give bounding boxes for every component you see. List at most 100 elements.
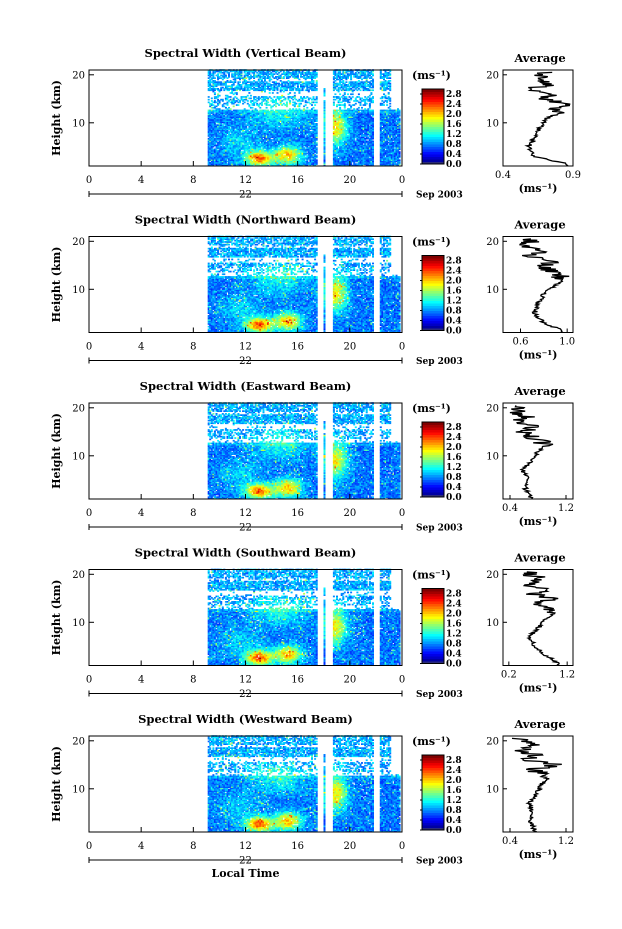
heatmap-cell	[213, 117, 216, 120]
heatmap-cell	[295, 74, 298, 77]
heatmap-cell	[245, 98, 248, 101]
heatmap-cell	[287, 127, 290, 129]
heatmap-cell	[224, 149, 227, 152]
heatmap-cell	[248, 125, 251, 128]
heatmap-cell	[289, 157, 292, 160]
heatmap-cell	[259, 71, 262, 74]
heatmap-cell	[224, 152, 227, 155]
heatmap-cell	[237, 155, 240, 157]
heatmap-cell	[259, 89, 262, 92]
heatmap-cell	[259, 77, 262, 79]
heatmap-cell	[243, 149, 246, 152]
heatmap-cell	[239, 132, 241, 135]
heatmap-cell	[284, 140, 287, 143]
heatmap-cell	[234, 116, 237, 118]
heatmap-cell	[264, 102, 266, 105]
heatmap-cell	[249, 153, 252, 156]
heatmap-cell	[287, 162, 290, 164]
heatmap-cell	[243, 155, 246, 157]
heatmap-cell	[223, 156, 226, 159]
heatmap-cell	[235, 124, 238, 126]
heatmap-cell	[207, 80, 210, 82]
heatmap-cell	[240, 123, 243, 125]
heatmap-cell	[223, 153, 226, 156]
heatmap-cell	[207, 133, 210, 136]
heatmap-cell	[278, 97, 281, 100]
heatmap-cell	[217, 160, 220, 163]
heatmap-cell	[239, 153, 241, 156]
heatmap-cell	[223, 70, 226, 73]
heatmap-cell	[284, 124, 287, 126]
heatmap-cell	[285, 114, 288, 117]
heatmap-cell	[248, 149, 251, 152]
heatmap-cell	[224, 151, 227, 153]
heatmap-cell	[292, 123, 295, 125]
heatmap-cell	[282, 155, 285, 157]
heatmap-cell	[268, 131, 271, 133]
heatmap-cell	[254, 74, 257, 77]
heatmap-cell	[239, 85, 241, 88]
heatmap-cell	[220, 86, 223, 89]
heatmap-cell	[235, 135, 238, 137]
heatmap-cell	[279, 149, 282, 152]
heatmap-cell	[278, 163, 281, 165]
heatmap-cell	[257, 116, 260, 118]
heatmap-cell	[275, 141, 277, 144]
heatmap-cell	[273, 162, 276, 164]
heatmap-cell	[281, 109, 284, 112]
heatmap-cell	[221, 82, 224, 85]
heatmap-cell	[262, 89, 265, 92]
heatmap-cell	[213, 125, 216, 128]
heatmap-cell	[282, 149, 285, 152]
heatmap-cell	[285, 156, 288, 159]
heatmap-cell	[245, 140, 248, 143]
heatmap-cell	[295, 131, 298, 133]
heatmap-cell	[240, 132, 243, 135]
heatmap-cell	[279, 151, 282, 153]
heatmap-cell	[262, 147, 265, 149]
heatmap-cell	[213, 88, 216, 90]
heatmap-cell	[239, 131, 241, 133]
heatmap-cell	[268, 162, 271, 164]
heatmap-cell	[242, 128, 245, 131]
heatmap-cell	[292, 82, 295, 85]
heatmap-cell	[282, 96, 285, 98]
heatmap-cell	[223, 88, 226, 90]
heatmap-cell	[289, 108, 292, 110]
heatmap-cell	[285, 149, 288, 152]
heatmap-cell	[270, 113, 273, 116]
heatmap-cell	[273, 163, 276, 165]
heatmap-cell	[245, 128, 248, 131]
heatmap-cell	[278, 155, 281, 157]
heatmap-cell	[279, 84, 282, 86]
heatmap-cell	[212, 125, 215, 128]
heatmap-cell	[290, 121, 293, 124]
heatmap-cell	[287, 124, 290, 126]
heatmap-cell	[235, 145, 238, 148]
heatmap-cell	[276, 133, 279, 136]
heatmap-cell	[281, 136, 284, 139]
heatmap-cell	[275, 110, 277, 113]
heatmap-cell	[207, 117, 210, 120]
heatmap-cell	[249, 140, 252, 143]
heatmap-cell	[213, 89, 216, 92]
heatmap-cell	[256, 71, 259, 74]
heatmap-cell	[285, 140, 288, 143]
heatmap-cell	[259, 136, 262, 139]
heatmap-cell	[343, 92, 346, 94]
heatmap-cell	[242, 100, 245, 102]
heatmap-cell	[260, 127, 263, 129]
heatmap-cell	[260, 89, 263, 92]
heatmap-cell	[209, 117, 212, 120]
heatmap-cell	[256, 110, 259, 113]
heatmap-cell	[260, 117, 263, 120]
heatmap-cell	[270, 127, 273, 129]
heatmap-cell	[239, 81, 241, 83]
heatmap-cell	[212, 123, 215, 125]
heatmap-cell	[217, 120, 220, 122]
heatmap-cell	[210, 81, 213, 83]
heatmap-cell	[248, 162, 251, 164]
heatmap-cell	[220, 81, 223, 83]
heatmap-cell	[267, 141, 270, 144]
heatmap-cell	[270, 151, 273, 153]
